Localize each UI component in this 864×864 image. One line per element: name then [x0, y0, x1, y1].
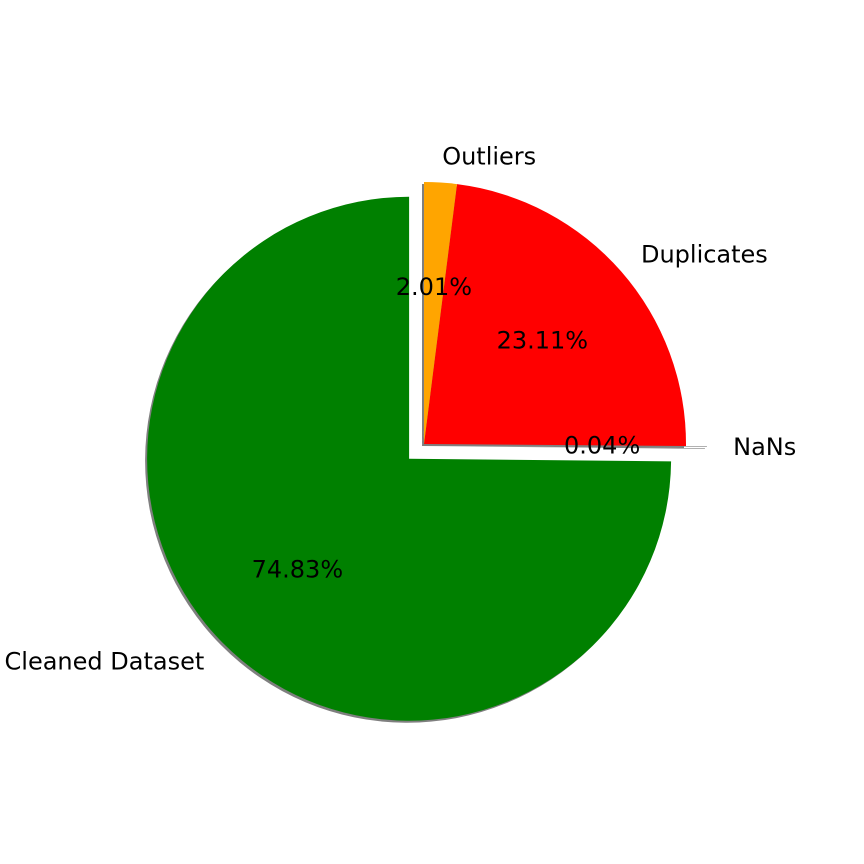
- pie-category-label-cleaned-dataset: Cleaned Dataset: [5, 647, 205, 675]
- pie-label-layer: 74.83% Cleaned Dataset 0.04% NaNs 23.11% Dupl…: [5, 142, 797, 675]
- pie-pct-label-duplicates: 23.11%: [497, 327, 589, 355]
- pie-slice-duplicates: [424, 184, 686, 447]
- pie-slice-layer: [147, 182, 707, 721]
- pie-category-label-duplicates: Duplicates: [641, 240, 768, 268]
- pie-category-label-outliers: Outliers: [442, 142, 536, 170]
- pie-slice-shadow-nans: [442, 446, 705, 449]
- pie-slice-nans: [444, 444, 707, 447]
- pie-category-label-nans: NaNs: [733, 433, 796, 461]
- pie-pct-label-outliers: 2.01%: [396, 273, 472, 301]
- pie-slice-outliers: [424, 182, 458, 444]
- pie-slice-cleaned-dataset: [147, 196, 672, 721]
- pie-pct-label-nans: 0.04%: [564, 432, 640, 460]
- pie-pct-label-cleaned-dataset: 74.83%: [252, 555, 344, 583]
